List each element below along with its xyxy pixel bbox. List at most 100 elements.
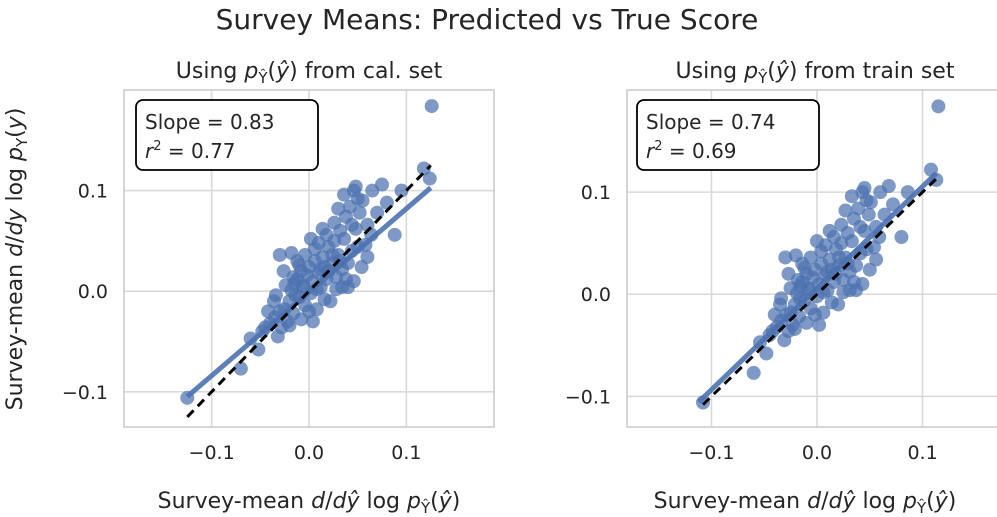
y-tick-label: −0.1 — [62, 382, 108, 404]
y-tick-labels: −0.1 0.0 0.1 — [565, 182, 611, 408]
stats-box: Slope = 0.83 r2 = 0.77 — [135, 99, 319, 171]
data-point — [352, 205, 367, 220]
y-tick-label: 0.1 — [581, 182, 611, 204]
data-point — [331, 201, 346, 216]
data-point — [844, 234, 859, 249]
slope-label: Slope = 0.74 — [646, 110, 776, 134]
x-tick-label: 0.0 — [802, 442, 832, 464]
r2-value: = 0.77 — [162, 139, 236, 163]
data-point — [360, 249, 375, 264]
data-point — [853, 219, 868, 234]
data-point — [862, 262, 877, 277]
data-point — [791, 272, 805, 287]
data-point — [834, 217, 849, 232]
r2-label: r2 = 0.77 — [145, 139, 236, 163]
figure-ylabel: Survey-mean d/dy log pY(y) — [3, 108, 31, 411]
data-point — [296, 278, 311, 293]
r2-label: r2 = 0.69 — [646, 139, 737, 163]
data-point — [346, 274, 361, 289]
data-point — [424, 99, 439, 114]
identity-line — [186, 164, 432, 418]
stats-box-frame — [135, 99, 319, 171]
data-point — [822, 223, 837, 238]
data-point — [315, 221, 330, 236]
data-point — [348, 179, 363, 194]
data-point — [894, 230, 909, 245]
data-point — [869, 252, 884, 267]
slope-label: Slope = 0.83 — [145, 110, 275, 134]
x-tick-label: −0.1 — [688, 442, 734, 464]
panel-cal-set: Using pŶ(ŷ) from cal. set −0.1 0.0 0.1 −0.… — [62, 59, 495, 517]
data-point — [233, 361, 248, 376]
data-point — [881, 178, 896, 193]
x-axis-label: Survey-mean d/dŷ log pŶ(ŷ) — [654, 489, 957, 517]
regression-line — [185, 185, 433, 399]
x-tick-label: 0.1 — [907, 442, 937, 464]
data-point — [327, 215, 342, 230]
x-tick-labels: −0.1 0.0 0.1 — [688, 442, 937, 464]
data-point — [767, 307, 782, 322]
data-point — [317, 292, 332, 307]
data-point — [746, 365, 761, 380]
data-point — [387, 227, 402, 242]
data-point — [818, 238, 833, 253]
panel-subtitle: Using pŶ(ŷ) from cal. set — [176, 59, 443, 87]
regression-line — [697, 171, 939, 404]
stats-box: Slope = 0.74 r2 = 0.69 — [636, 99, 820, 171]
data-point — [759, 346, 774, 361]
x-tick-label: 0.0 — [294, 442, 324, 464]
x-tick-label: 0.1 — [391, 442, 421, 464]
data-point — [305, 314, 320, 329]
data-point — [282, 318, 297, 333]
data-point — [774, 291, 789, 306]
data-point — [344, 217, 359, 232]
data-point — [838, 203, 853, 218]
data-point — [329, 282, 344, 297]
identity-line — [701, 177, 938, 406]
data-point — [290, 254, 305, 269]
data-point — [261, 304, 276, 319]
data-point — [350, 191, 365, 206]
data-point — [861, 207, 876, 222]
data-point — [812, 317, 827, 332]
y-tick-label: 0.1 — [78, 181, 108, 203]
data-point — [286, 270, 301, 285]
data-point — [799, 315, 814, 330]
y-tick-labels: −0.1 0.0 0.1 — [62, 181, 108, 404]
data-point — [337, 231, 352, 246]
data-point — [422, 171, 437, 186]
stats-box-frame — [636, 99, 820, 171]
y-tick-label: 0.0 — [78, 281, 108, 303]
x-axis-label: Survey-mean d/dŷ log pŶ(ŷ) — [158, 489, 461, 517]
data-point — [375, 177, 390, 192]
data-point — [294, 312, 309, 327]
data-point — [836, 285, 851, 300]
data-point — [311, 235, 326, 250]
scatter-points — [180, 99, 439, 405]
data-point — [778, 250, 793, 265]
panel-subtitle: Using pŶ(ŷ) from train set — [676, 59, 955, 87]
data-point — [824, 295, 839, 310]
data-point — [272, 247, 287, 262]
data-point — [857, 181, 872, 196]
x-tick-label: −0.1 — [189, 442, 235, 464]
data-point — [795, 256, 810, 271]
y-tick-label: 0.0 — [581, 284, 611, 306]
data-point — [394, 183, 409, 198]
plot-frame — [123, 89, 495, 428]
r2-value: = 0.69 — [663, 139, 737, 163]
panel-train-set: Using pŶ(ŷ) from train set −0.1 0.0 0.1 −0… — [565, 59, 997, 517]
data-point — [859, 193, 874, 208]
data-point — [886, 197, 900, 212]
data-point — [337, 187, 352, 202]
figure-title: Survey Means: Predicted vs True Score — [216, 3, 759, 36]
data-point — [844, 189, 859, 204]
x-tick-labels: −0.1 0.0 0.1 — [189, 442, 422, 464]
data-point — [787, 321, 802, 336]
y-tick-label: −0.1 — [565, 386, 611, 408]
data-point — [931, 99, 946, 114]
plot-frame — [626, 89, 997, 428]
data-point — [855, 277, 870, 292]
data-point — [268, 288, 283, 303]
